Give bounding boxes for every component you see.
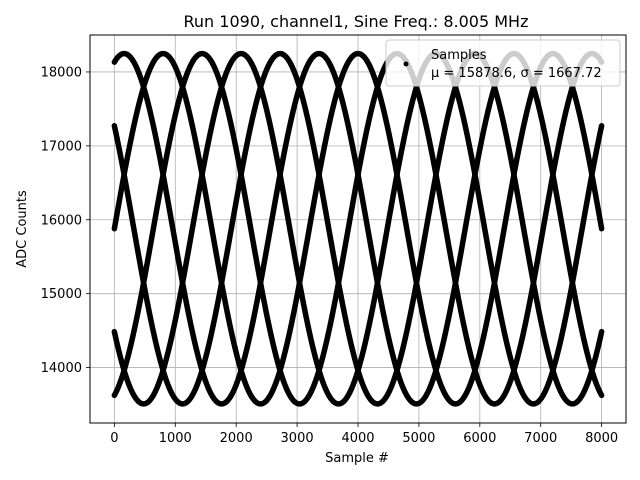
y-tick-label: 17000 bbox=[41, 139, 82, 154]
x-tick-label: 7000 bbox=[524, 431, 557, 446]
x-tick-label: 0 bbox=[110, 431, 118, 446]
legend-label: μ = 15878.6, σ = 1667.72 bbox=[431, 66, 602, 81]
legend: Samples μ = 15878.6, σ = 1667.72 bbox=[385, 39, 621, 87]
legend-marker bbox=[403, 61, 409, 67]
y-tick-label: 14000 bbox=[41, 361, 82, 376]
y-axis-label: ADC Counts bbox=[15, 190, 30, 268]
x-tick-label: 1000 bbox=[159, 431, 192, 446]
x-tick-label: 2000 bbox=[220, 431, 253, 446]
y-tick-label: 18000 bbox=[41, 65, 82, 80]
sine-trace-2 bbox=[111, 50, 605, 407]
x-tick-label: 6000 bbox=[463, 431, 496, 446]
y-axis: 14000 15000 16000 17000 18000 bbox=[41, 65, 90, 376]
x-axis-label: Sample # bbox=[325, 451, 389, 466]
x-tick-label: 5000 bbox=[402, 431, 435, 446]
x-tick-label: 8000 bbox=[585, 431, 618, 446]
data-series bbox=[111, 50, 605, 407]
chart-title: Run 1090, channel1, Sine Freq.: 8.005 MH… bbox=[184, 12, 529, 31]
x-axis: 0 1000 2000 3000 4000 5000 6000 7000 8000 bbox=[110, 423, 618, 446]
y-tick-label: 15000 bbox=[41, 287, 82, 302]
legend-title: Samples bbox=[431, 48, 487, 63]
x-tick-label: 4000 bbox=[341, 431, 374, 446]
y-tick-label: 16000 bbox=[41, 213, 82, 228]
x-tick-label: 3000 bbox=[281, 431, 314, 446]
legend-box bbox=[385, 39, 621, 87]
sine-trace-5 bbox=[111, 50, 605, 407]
